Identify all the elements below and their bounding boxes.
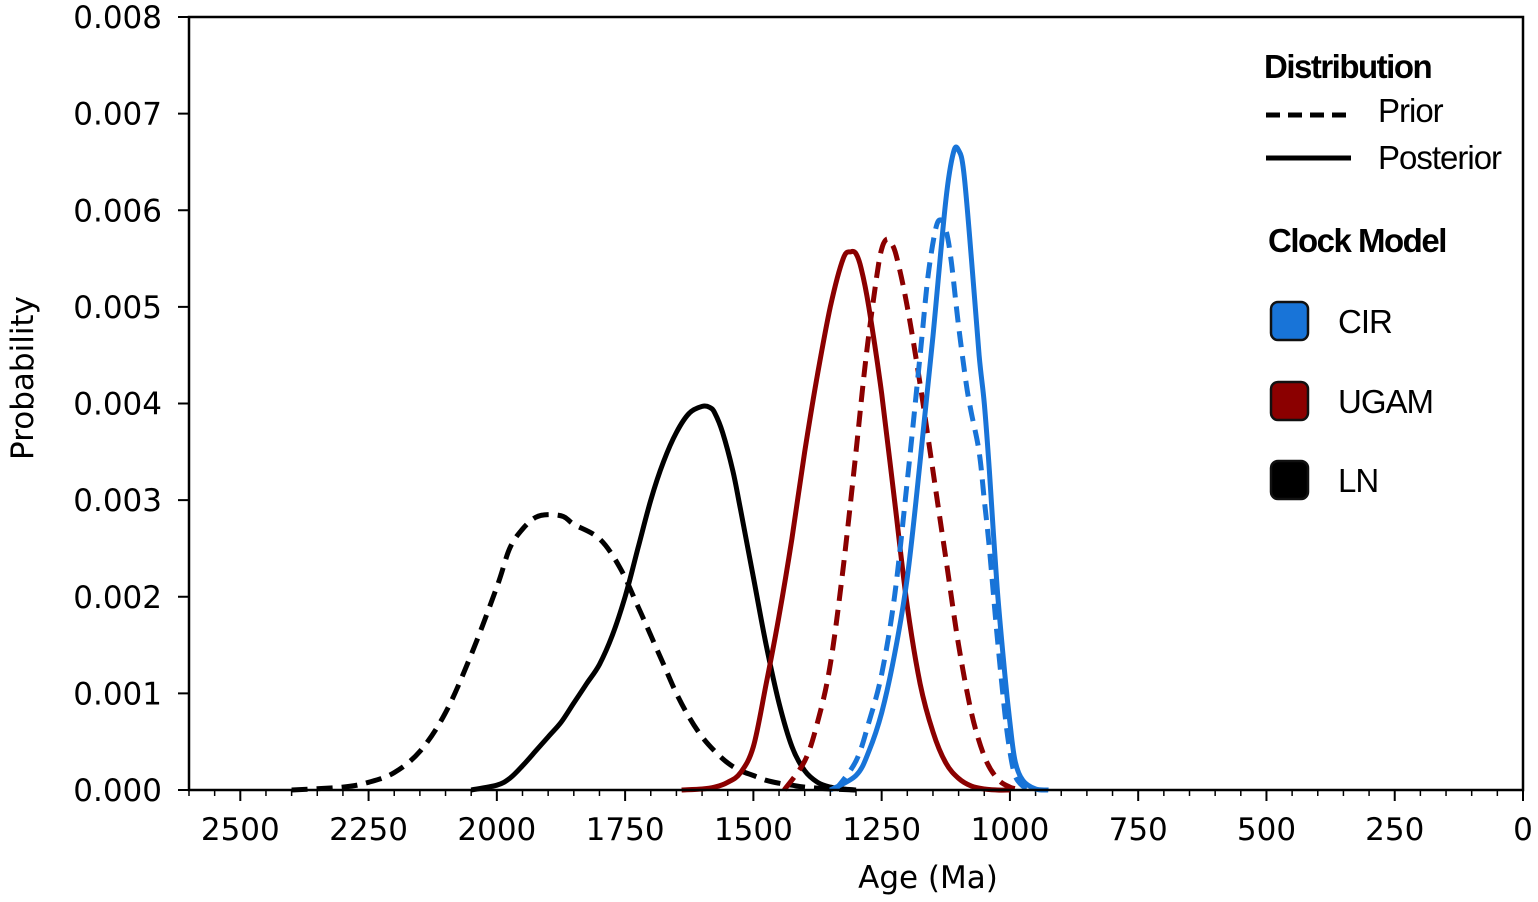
x-tick-label: 2250 bbox=[329, 812, 408, 848]
legend-prior-label: Prior bbox=[1378, 92, 1444, 129]
x-tick-label: 1250 bbox=[842, 812, 921, 848]
legend-ugam-label: UGAM bbox=[1338, 383, 1433, 420]
x-tick-label: 500 bbox=[1237, 812, 1296, 848]
legend-cir-swatch bbox=[1269, 300, 1310, 342]
y-ticks: 0.000 0.001 0.002 0.003 0.004 0.005 0.006 0.007… bbox=[73, 0, 189, 809]
y-tick-label: 0.005 bbox=[73, 290, 162, 326]
x-tick-label: 0 bbox=[1513, 812, 1533, 848]
legend-ln-label: LN bbox=[1338, 462, 1378, 499]
x-tick-label: 2000 bbox=[457, 812, 536, 848]
series-ugam-prior bbox=[782, 236, 1024, 793]
legend: Distribution Prior Posterior Clock Model… bbox=[1264, 48, 1503, 501]
y-axis-label: Probability bbox=[5, 296, 41, 460]
x-tick-label: 1500 bbox=[714, 812, 793, 848]
plot-frame bbox=[187, 15, 1525, 792]
legend-clock-model-title: Clock Model bbox=[1268, 222, 1446, 259]
y-tick-label: 0.001 bbox=[73, 676, 162, 712]
y-tick-label: 0.002 bbox=[73, 580, 162, 616]
series-cir-posterior bbox=[829, 144, 1049, 793]
x-axis-label: Age (Ma) bbox=[858, 860, 998, 896]
legend-model-items: CIR UGAM LN bbox=[1269, 300, 1434, 501]
x-tick-label: 1000 bbox=[970, 812, 1049, 848]
legend-cir-label: CIR bbox=[1338, 303, 1392, 340]
legend-ln-swatch bbox=[1269, 459, 1310, 501]
series-layer bbox=[291, 144, 1049, 793]
y-tick-label: 0.000 bbox=[73, 773, 162, 809]
y-tick-label: 0.003 bbox=[73, 483, 162, 519]
legend-posterior-label: Posterior bbox=[1378, 139, 1502, 176]
y-tick-label: 0.007 bbox=[73, 97, 162, 133]
series-ln-posterior bbox=[470, 403, 857, 793]
x-tick-label: 750 bbox=[1109, 812, 1168, 848]
x-tick-label: 250 bbox=[1365, 812, 1424, 848]
x-major-ticks: 2500 2250 2000 1750 1500 1250 1000 750 500 250 0 bbox=[201, 790, 1533, 848]
y-tick-label: 0.008 bbox=[73, 0, 162, 36]
x-tick-label: 2500 bbox=[201, 812, 280, 848]
series-ugam-posterior bbox=[681, 248, 1010, 793]
y-tick-label: 0.006 bbox=[73, 193, 162, 229]
x-tick-label: 1750 bbox=[586, 812, 665, 848]
y-tick-label: 0.004 bbox=[73, 387, 162, 423]
series-cir-prior bbox=[833, 217, 1037, 793]
legend-ugam-swatch bbox=[1269, 380, 1310, 422]
legend-distribution-title: Distribution bbox=[1264, 48, 1431, 85]
